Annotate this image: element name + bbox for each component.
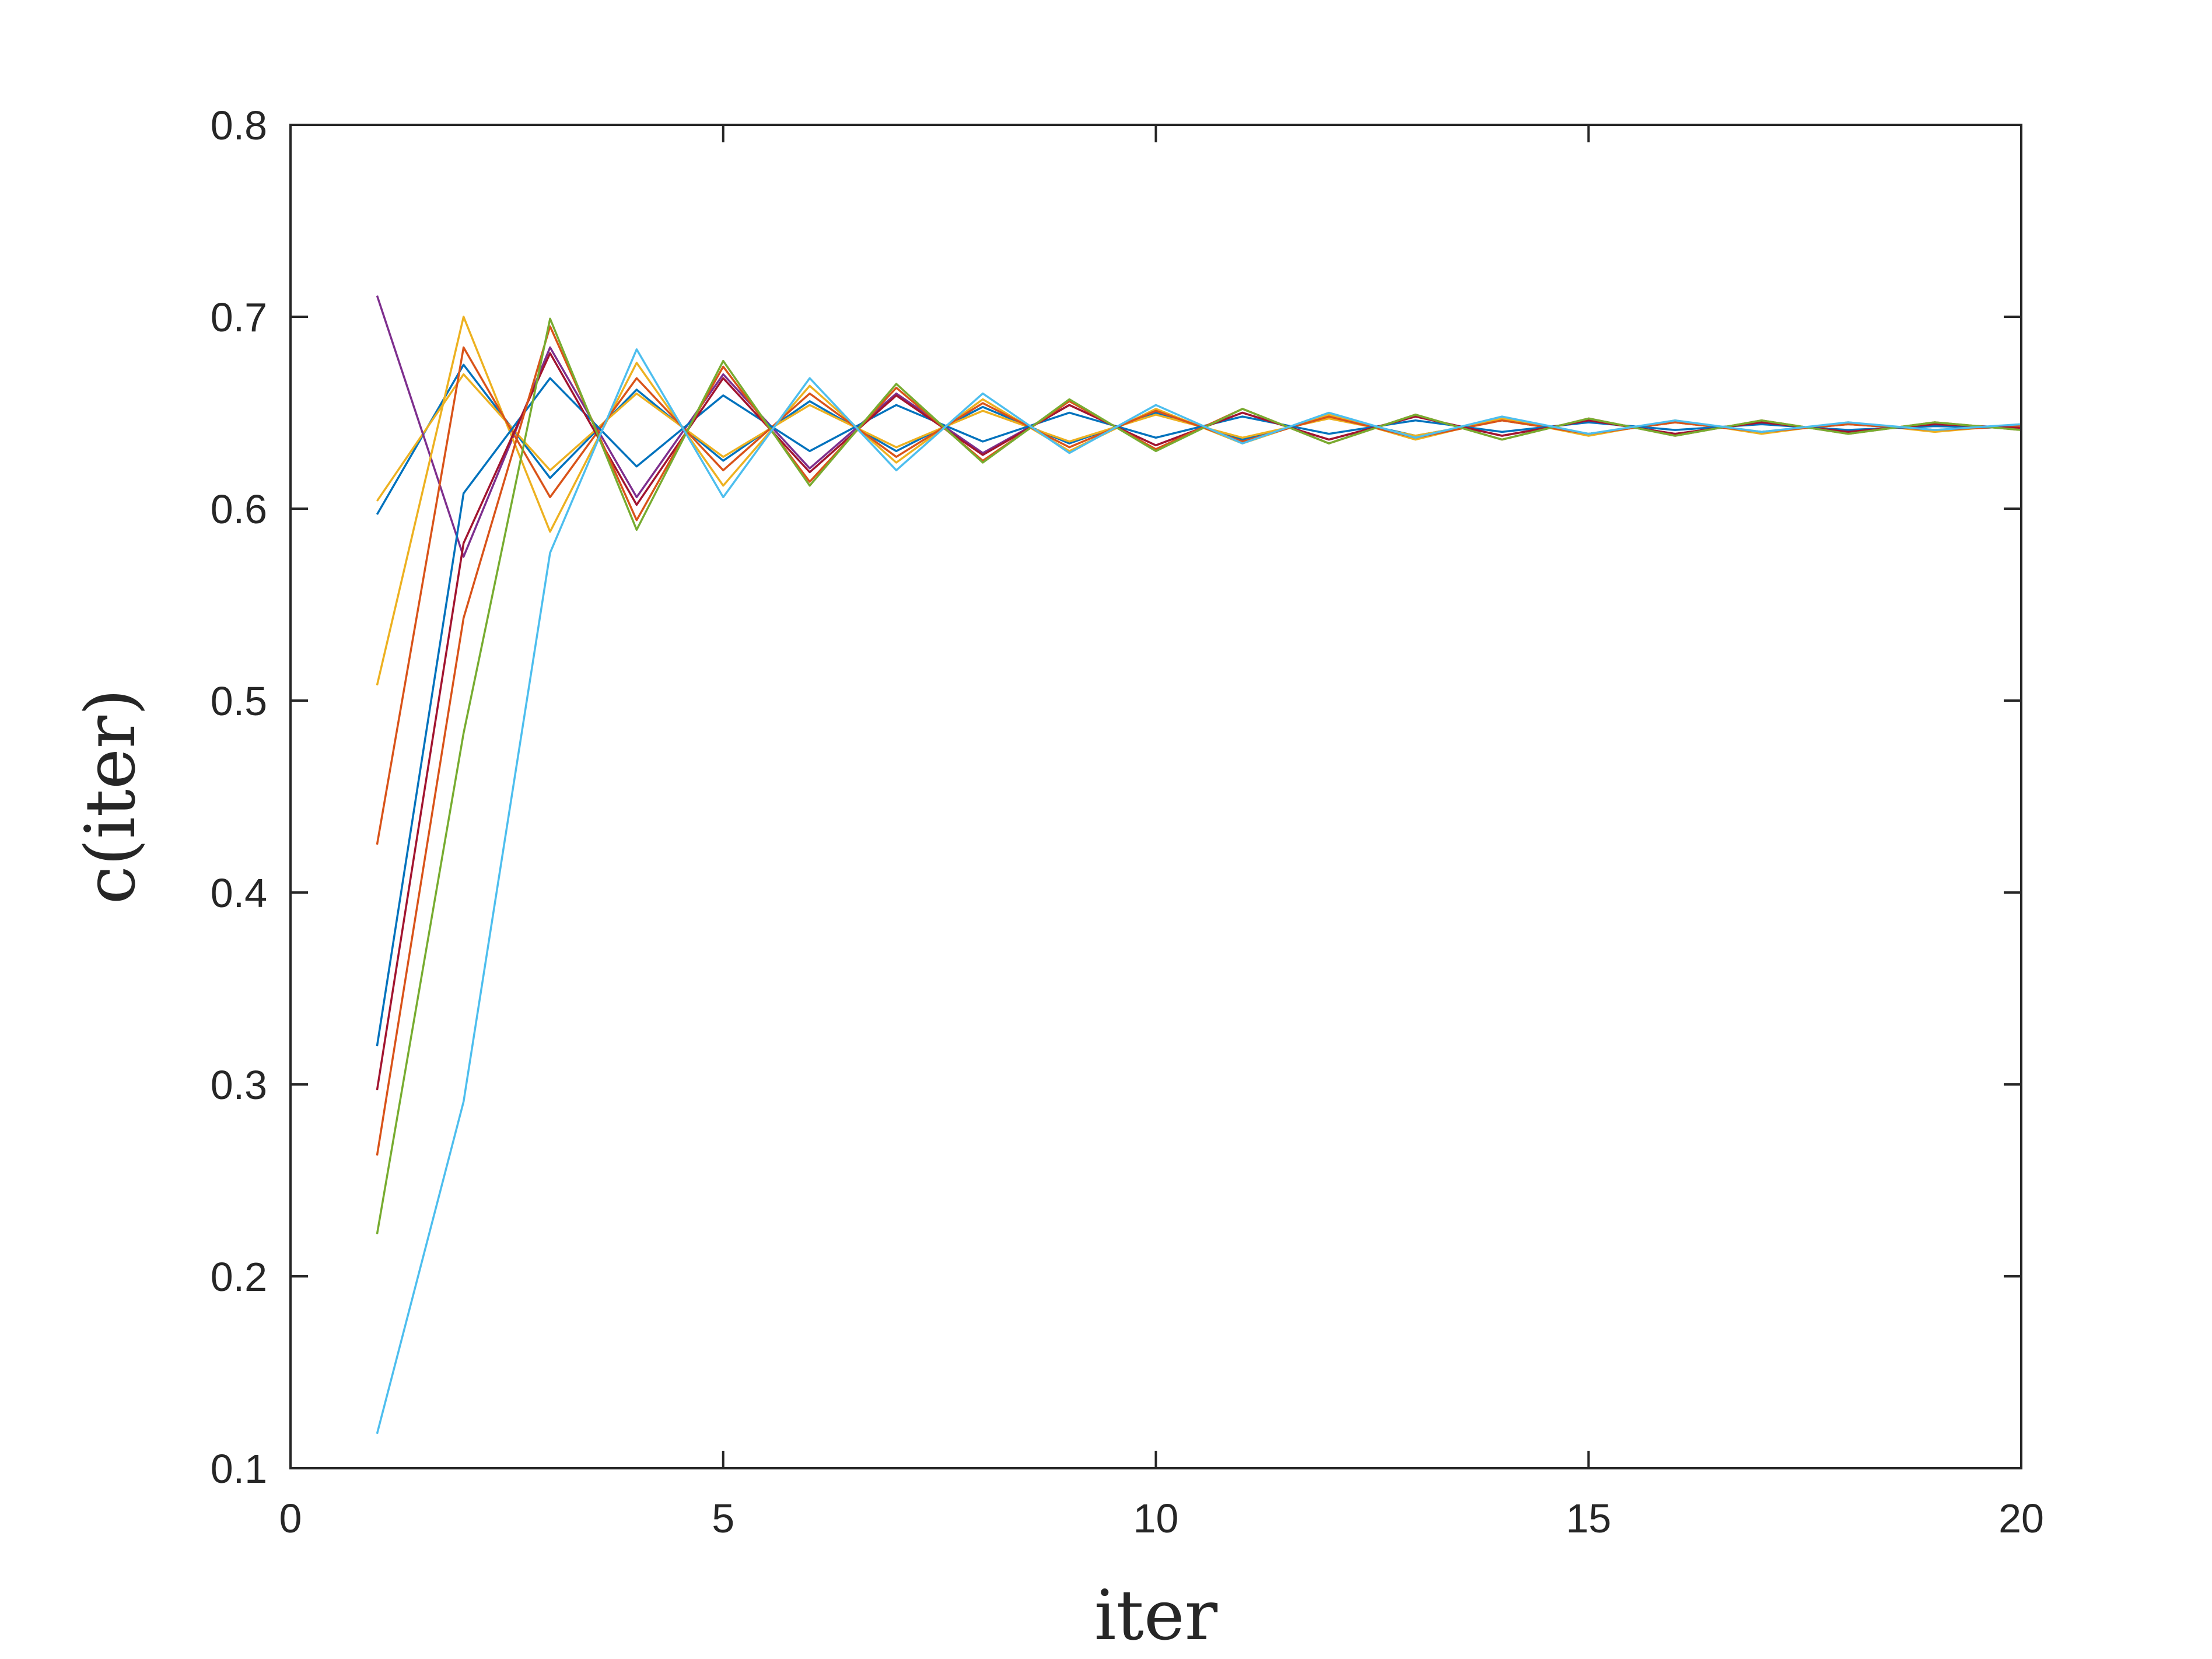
series-line-6 (376, 377, 2022, 1046)
y-tick-label: 0.5 (211, 678, 267, 724)
y-tick-label: 0.3 (211, 1062, 267, 1108)
x-tick-label: 5 (712, 1496, 734, 1541)
y-tick-label: 0.2 (211, 1254, 267, 1300)
series-line-10 (376, 348, 2022, 1434)
axis-ticks (289, 124, 2022, 1469)
y-tick-label: 0.6 (211, 487, 267, 532)
series-line-8 (376, 325, 2022, 1156)
y-tick-label: 0.4 (211, 870, 267, 916)
y-axis-title: c(iter) (70, 689, 150, 905)
x-tick-label: 10 (1133, 1496, 1179, 1541)
x-tick-label: 0 (279, 1496, 302, 1541)
series-line-4 (376, 316, 2022, 686)
y-axis-tick-labels: 0.1 0.2 0.3 0.4 0.5 0.6 0.7 0.8 (211, 103, 267, 1492)
series-line-9 (376, 317, 2022, 1234)
y-tick-label: 0.1 (211, 1446, 267, 1492)
x-axis-tick-labels: 0 5 10 15 20 (279, 1496, 2044, 1541)
x-tick-label: 20 (1999, 1496, 2044, 1541)
y-tick-label: 0.8 (211, 103, 267, 148)
series-lines (376, 295, 2022, 1434)
x-axis-title: iter (1094, 1575, 1218, 1656)
y-tick-label: 0.7 (211, 295, 267, 340)
series-line-7 (376, 352, 2022, 1091)
x-tick-label: 15 (1566, 1496, 1611, 1541)
